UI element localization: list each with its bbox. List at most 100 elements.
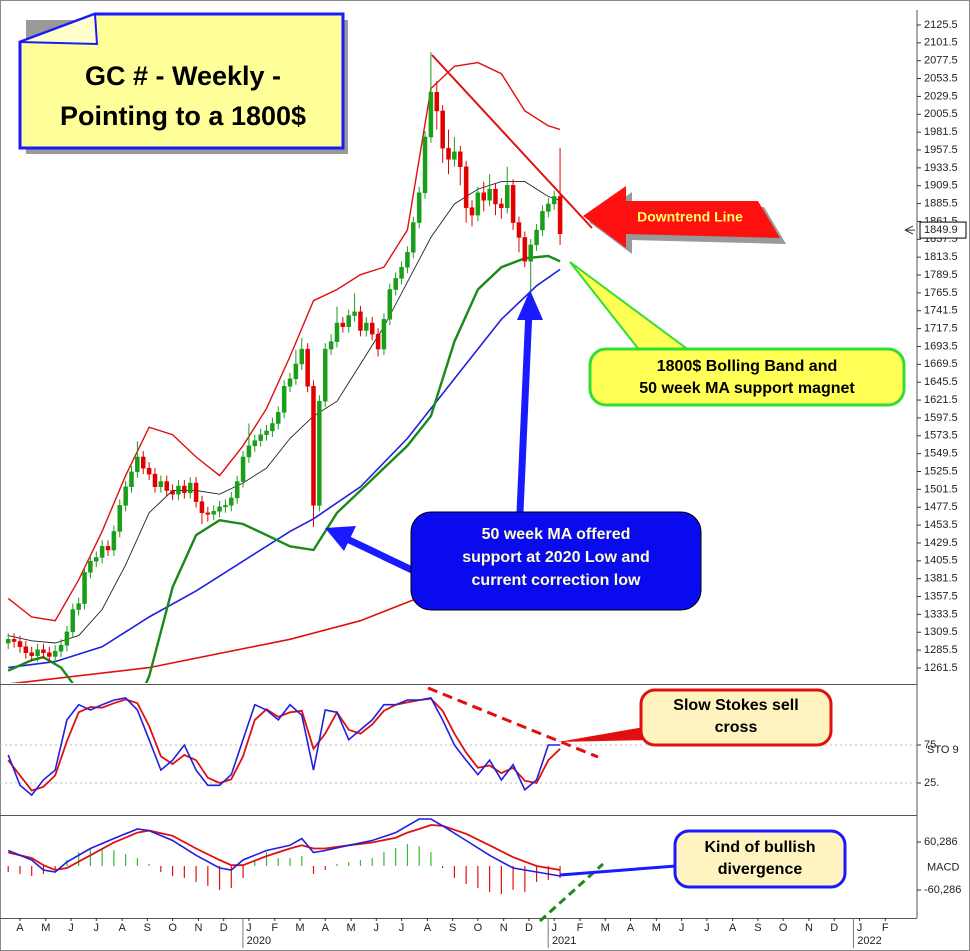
y-tick-label: 2005.5 — [924, 108, 958, 120]
candle-body — [352, 311, 357, 316]
y-tick-label: 1717.5 — [924, 323, 958, 335]
price-panel — [5, 52, 563, 683]
x-tick-label: O — [474, 922, 483, 934]
y-tick-label: 1741.5 — [924, 305, 958, 317]
price-pointer — [904, 225, 915, 235]
y-tick-label: 2101.5 — [924, 37, 958, 49]
y-tick-label: 2053.5 — [924, 72, 958, 84]
candle-body — [546, 203, 551, 212]
candle-body — [281, 386, 287, 413]
candle-body — [334, 322, 340, 342]
candle-body — [276, 412, 281, 424]
candle-body — [311, 386, 316, 506]
x-tick-label: D — [220, 922, 228, 934]
candle-body — [64, 631, 70, 646]
arrow-head — [517, 290, 543, 320]
candle-body — [399, 266, 404, 279]
candle-body — [322, 348, 328, 402]
callout-box — [639, 688, 833, 747]
callout-pointer — [559, 864, 677, 877]
x-tick-label: A — [627, 922, 635, 934]
callout-box — [410, 511, 702, 611]
y-tick-label: 75. — [924, 739, 939, 751]
candle-body — [440, 110, 445, 149]
callout-pointer — [558, 726, 650, 742]
candle-body — [47, 652, 52, 657]
candle-body — [17, 641, 23, 648]
candle-body — [364, 322, 369, 331]
y-tick-label: 1765.5 — [924, 287, 958, 299]
x-tick-label: F — [271, 922, 278, 934]
x-tick-label: J — [679, 922, 685, 934]
candle-body — [123, 486, 128, 506]
annotation-text: 50 week MA offered — [482, 526, 631, 543]
candle-body — [434, 92, 440, 112]
y-tick-label: 1909.5 — [924, 180, 958, 192]
candle-body — [170, 490, 175, 495]
x-tick-label: M — [652, 922, 661, 934]
candle-body — [551, 196, 557, 205]
callout-arrow — [516, 309, 533, 513]
candle-body — [76, 603, 81, 610]
candle-body — [240, 456, 246, 482]
candle-body — [528, 244, 533, 262]
candle-body — [35, 649, 40, 656]
candle-body — [305, 348, 310, 387]
y-tick-label: 1813.5 — [924, 251, 958, 263]
callout-box — [673, 829, 847, 889]
y-tick-label: 25. — [924, 777, 939, 789]
x-tick-label: A — [424, 922, 432, 934]
indicator-line — [7, 254, 561, 683]
downtrend-arrow — [583, 186, 780, 248]
candle-body — [23, 646, 29, 653]
x-tick-label: D — [830, 922, 838, 934]
x-tick-label: S — [144, 922, 151, 934]
y-tick-label: 1933.5 — [924, 162, 958, 174]
stochastic-trend-line — [427, 686, 599, 759]
candle-body — [223, 505, 228, 508]
x-tick-label: J — [857, 922, 863, 934]
annotation-text: Kind of bullish — [704, 839, 815, 856]
candle-body — [146, 467, 152, 475]
x-tick-label: J — [68, 922, 74, 934]
x-tick-label: O — [168, 922, 177, 934]
y-tick-label: 1477.5 — [924, 501, 958, 513]
y-tick-label: 1573.5 — [924, 430, 958, 442]
candle-body — [105, 546, 111, 551]
x-tick-label: N — [194, 922, 202, 934]
annotation-text: 1800$ Bolling Band and — [657, 358, 837, 375]
candle-body — [187, 482, 193, 493]
x-tick-label: J — [94, 922, 100, 934]
y-tick-label: 2077.5 — [924, 55, 958, 67]
y-tick-label: 1957.5 — [924, 144, 958, 156]
y-tick-label: 1981.5 — [924, 126, 958, 138]
candle-body — [317, 400, 322, 506]
annotation-text: current correction low — [472, 572, 641, 589]
candle-body — [557, 196, 563, 234]
x-tick-label: A — [16, 922, 24, 934]
indicator-line — [7, 697, 561, 792]
x-tick-label: M — [41, 922, 50, 934]
x-tick-label: J — [374, 922, 380, 934]
x-tick-label: A — [729, 922, 737, 934]
candle-body — [405, 252, 410, 268]
candle-body — [182, 485, 187, 493]
candle-body — [5, 639, 11, 644]
candle-body — [504, 185, 510, 208]
arrow-head — [325, 526, 356, 551]
candle-body — [452, 151, 457, 160]
candle-body — [199, 501, 205, 514]
y-tick-label: 1789.5 — [924, 269, 958, 281]
candle-body — [522, 237, 528, 262]
candle-body — [422, 136, 428, 194]
annotation-text: support at 2020 Low and — [462, 549, 650, 566]
candle-body — [193, 482, 199, 502]
candle-body — [369, 322, 375, 335]
y-tick-label: 1261.5 — [924, 662, 958, 674]
x-tick-label: J — [704, 922, 710, 934]
indicator-line — [8, 268, 561, 669]
candle-body — [493, 188, 498, 205]
candle-body — [346, 315, 351, 327]
y-tick-label: 1885.5 — [924, 197, 958, 209]
